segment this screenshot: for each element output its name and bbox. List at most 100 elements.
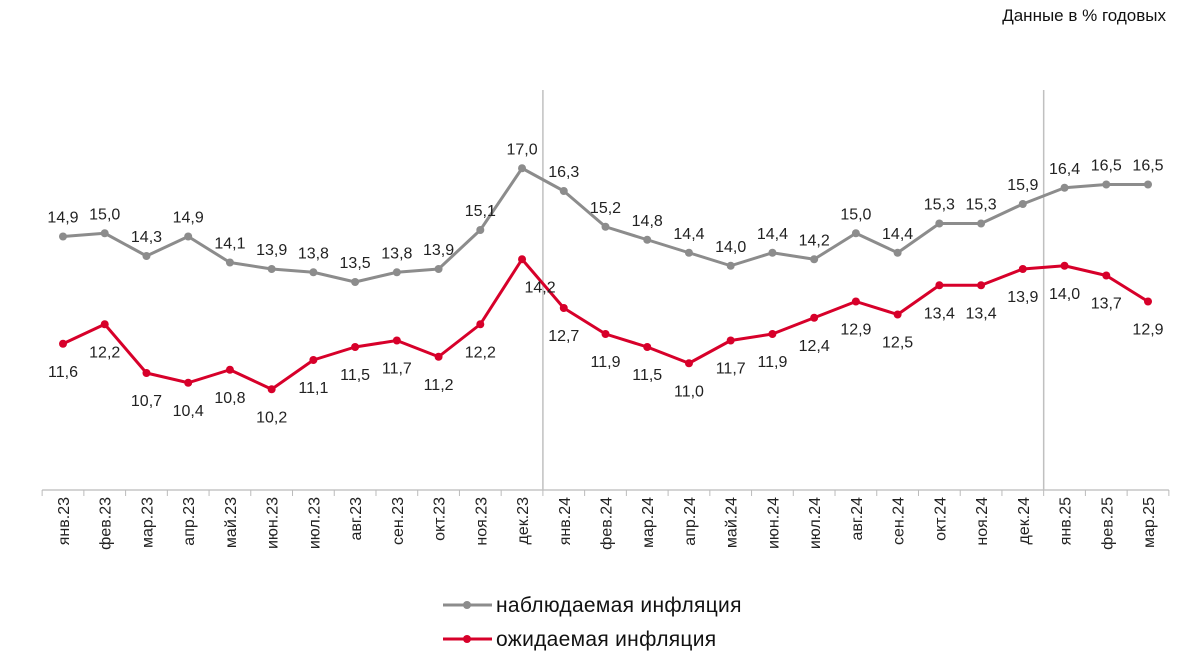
data-point: [309, 268, 318, 277]
data-label: 11,5: [632, 367, 662, 384]
data-point: [726, 261, 735, 270]
data-label: 13,4: [924, 305, 955, 322]
data-point: [684, 359, 693, 368]
data-label: 14,3: [131, 229, 162, 246]
data-label: 12,2: [89, 344, 120, 361]
data-label: 12,7: [548, 328, 579, 345]
data-label: 14,0: [1049, 286, 1080, 303]
data-point: [601, 330, 610, 338]
data-point: [1102, 271, 1111, 280]
data-point: [851, 297, 860, 306]
x-tick-label: авг.24: [849, 497, 866, 541]
data-point: [392, 268, 401, 277]
data-point: [684, 248, 693, 257]
x-tick-label: фев.23: [98, 497, 115, 550]
data-point: [1144, 297, 1152, 306]
data-point: [893, 310, 902, 319]
x-tick-label: окт.24: [932, 497, 949, 541]
x-tick-label: авг.23: [348, 497, 365, 541]
data-point: [935, 281, 944, 290]
data-point: [768, 330, 777, 338]
x-tick-label: июн.23: [265, 497, 282, 549]
data-point: [726, 336, 735, 345]
data-label: 15,0: [89, 206, 120, 223]
data-label: 13,9: [423, 242, 454, 259]
x-tick-label: апр.24: [682, 497, 699, 546]
data-label: 11,9: [757, 354, 787, 371]
data-label: 14,0: [715, 239, 746, 256]
x-tick-label: дек.23: [515, 497, 532, 545]
data-point: [601, 222, 610, 231]
data-label: 14,4: [673, 226, 704, 243]
data-point: [59, 232, 67, 241]
x-tick-label: мар.24: [640, 497, 657, 548]
legend-marker: [463, 601, 471, 609]
data-label: 10,2: [256, 409, 287, 426]
data-label: 14,8: [632, 213, 663, 230]
x-tick-label: сен.23: [390, 497, 407, 545]
data-point: [476, 320, 485, 329]
data-label: 16,5: [1132, 158, 1163, 175]
data-point: [643, 235, 652, 244]
data-label: 12,2: [465, 344, 496, 361]
units-note: Данные в % годовых: [1002, 6, 1166, 25]
data-point: [768, 248, 777, 257]
data-label: 15,3: [924, 197, 955, 214]
x-tick-label: мар.23: [139, 497, 156, 548]
data-label: 14,1: [214, 236, 245, 253]
legend-label: ожидаемая инфляция: [496, 628, 716, 651]
data-label: 14,2: [799, 232, 830, 249]
data-label: 13,7: [1091, 296, 1122, 313]
data-point: [59, 339, 67, 348]
x-tick-label: фев.24: [599, 497, 616, 550]
data-label: 13,8: [381, 245, 412, 262]
x-tick-label: мар.25: [1141, 497, 1158, 548]
x-tick-label: ноя.24: [974, 497, 991, 546]
data-label: 15,2: [590, 200, 621, 217]
x-tick-label: май.24: [724, 497, 741, 548]
data-point: [351, 343, 360, 351]
data-point: [100, 320, 109, 329]
data-point: [1144, 180, 1152, 189]
data-label: 17,0: [506, 141, 537, 158]
data-label: 16,5: [1091, 158, 1122, 175]
data-point: [142, 252, 151, 260]
data-label: 14,9: [47, 210, 78, 227]
data-point: [810, 255, 819, 264]
data-point: [225, 365, 234, 374]
data-label: 11,9: [591, 354, 621, 371]
x-tick-label: янв.24: [557, 497, 574, 545]
x-tick-label: дек.24: [1016, 497, 1033, 545]
legend-marker: [463, 635, 471, 643]
x-tick-label: май.23: [223, 497, 240, 548]
data-label: 14,9: [173, 210, 204, 227]
data-label: 14,4: [757, 226, 788, 243]
data-point: [434, 265, 443, 273]
data-label: 14,4: [882, 226, 913, 243]
data-label: 15,3: [966, 197, 997, 214]
data-label: 13,9: [256, 242, 287, 259]
data-point: [518, 255, 527, 264]
data-point: [267, 265, 276, 273]
x-tick-label: фев.25: [1099, 497, 1116, 550]
data-label: 11,1: [298, 380, 328, 397]
data-point: [476, 226, 485, 234]
data-point: [142, 369, 151, 377]
data-point: [977, 219, 986, 228]
data-label: 11,7: [382, 361, 412, 378]
x-tick-label: июл.23: [306, 497, 323, 549]
data-point: [1060, 261, 1069, 270]
data-point: [851, 229, 860, 238]
data-label: 13,5: [340, 255, 371, 272]
data-label: 15,9: [1007, 177, 1038, 194]
x-tick-label: ноя.23: [473, 497, 490, 546]
x-tick-label: янв.23: [56, 497, 73, 545]
x-tick-label: апр.23: [181, 497, 198, 546]
data-point: [1102, 180, 1111, 189]
x-tick-label: июл.24: [807, 497, 824, 549]
data-point: [184, 378, 193, 387]
data-point: [100, 229, 109, 238]
data-label: 13,8: [298, 245, 329, 262]
data-label: 14,2: [524, 279, 555, 296]
